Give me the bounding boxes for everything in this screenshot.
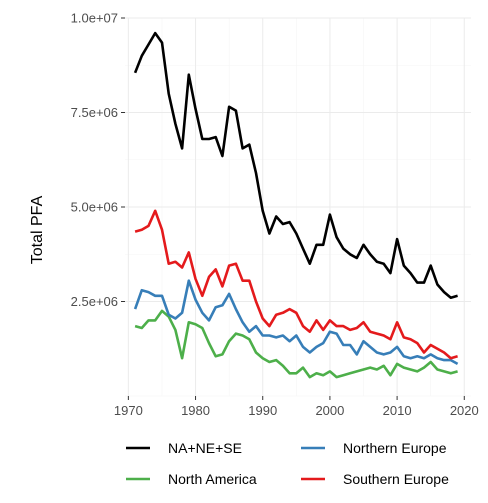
y-tick-label: 1.0e+07 — [71, 11, 118, 26]
x-tick-label: 2020 — [450, 403, 479, 418]
legend-label: Southern Europe — [343, 471, 449, 487]
x-tick-label: 1980 — [181, 403, 210, 418]
series-line-north-america — [134, 309, 458, 379]
legend: NA+NE+SE Northern Europe North America Sout… — [126, 440, 449, 487]
legend-label: Northern Europe — [343, 440, 447, 456]
x-tick-label: 2000 — [315, 403, 344, 418]
x-tick-label: 2010 — [383, 403, 412, 418]
x-tick-label: 1990 — [248, 403, 277, 418]
legend-label: NA+NE+SE — [168, 440, 242, 456]
series-lines — [133, 31, 459, 379]
series-line-southern-europe — [134, 209, 458, 360]
series-line-na-ne-se — [133, 31, 458, 300]
x-axis: 1970 1980 1990 2000 2010 2020 — [114, 396, 479, 418]
y-tick-label: 7.5e+06 — [71, 105, 118, 120]
y-axis-title: Total PFA — [29, 195, 46, 264]
series-line-northern-europe — [133, 279, 459, 366]
y-tick-label: 2.5e+06 — [71, 294, 118, 309]
y-axis: 2.5e+06 5.0e+06 7.5e+06 1.0e+07 — [71, 11, 125, 309]
y-tick-label: 5.0e+06 — [71, 200, 118, 215]
x-tick-label: 1970 — [114, 403, 143, 418]
legend-label: North America — [168, 471, 257, 487]
